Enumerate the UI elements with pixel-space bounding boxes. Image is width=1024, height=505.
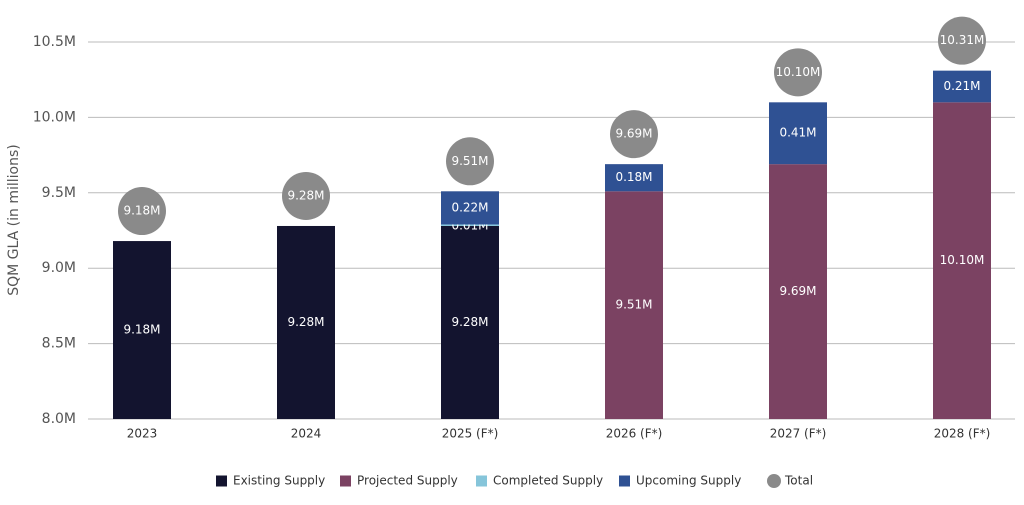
total-marker — [938, 16, 986, 65]
bar-segment — [605, 191, 663, 419]
legend-label: Total — [784, 474, 813, 488]
y-tick-label: 9.5M — [42, 185, 76, 201]
bar-segment — [277, 225, 335, 419]
bar-label: 0.41M — [779, 126, 816, 140]
y-axis-title: SQM GLA (in millions) — [6, 144, 22, 296]
x-tick-label: 2023 — [127, 427, 158, 441]
bar-segment — [933, 70, 991, 103]
total-label: 9.28M — [287, 188, 324, 202]
legend-label: Completed Supply — [493, 474, 603, 488]
y-tick-label: 9.0M — [42, 260, 76, 276]
bar-segment — [933, 102, 991, 419]
bar-label: 9.28M — [451, 315, 488, 329]
total-label: 9.51M — [451, 154, 488, 168]
total-label: 9.18M — [123, 204, 160, 218]
x-tick-label: 2027 (F*) — [770, 427, 827, 441]
total-marker — [610, 110, 658, 159]
total-label: 10.31M — [940, 33, 985, 47]
x-tick-label: 2026 (F*) — [606, 427, 663, 441]
y-tick-label: 10.5M — [33, 34, 76, 50]
total-marker — [282, 171, 330, 220]
x-tick-label: 2025 (F*) — [442, 427, 499, 441]
bar-segment — [769, 164, 827, 419]
bar-label: 0.18M — [615, 170, 652, 184]
legend-label: Existing Supply — [233, 474, 325, 488]
bar-label: 0.22M — [451, 200, 488, 214]
x-tick-label: 2028 (F*) — [934, 427, 991, 441]
bar-segment — [769, 102, 827, 165]
bar-segment — [113, 241, 171, 419]
legend-swatch — [216, 475, 227, 487]
legend-swatch — [340, 475, 351, 487]
bar-label: 9.18M — [123, 323, 160, 337]
bar-label: 9.28M — [287, 315, 324, 329]
total-marker — [446, 137, 494, 186]
y-tick-label: 8.0M — [42, 411, 76, 427]
legend-swatch — [619, 475, 630, 487]
legend-label: Upcoming Supply — [636, 474, 741, 488]
legend-swatch — [476, 475, 487, 487]
x-tick-label: 2024 — [291, 427, 322, 441]
total-label: 10.10M — [776, 65, 821, 79]
bar-label: 9.69M — [779, 284, 816, 298]
y-tick-label: 8.5M — [42, 336, 76, 352]
bar-segment — [441, 224, 499, 226]
bar-label: 0.21M — [943, 79, 980, 93]
y-tick-label: 10.0M — [33, 109, 76, 125]
bar-segment — [605, 164, 663, 192]
total-marker — [774, 48, 822, 97]
total-label: 9.69M — [615, 127, 652, 141]
legend-swatch — [767, 474, 781, 488]
bar-segment — [441, 191, 499, 225]
total-marker — [118, 187, 166, 236]
legend-label: Projected Supply — [357, 474, 458, 488]
bar-segment — [441, 225, 499, 419]
bar-label: 10.10M — [940, 253, 985, 267]
bar-label: 9.51M — [615, 298, 652, 312]
